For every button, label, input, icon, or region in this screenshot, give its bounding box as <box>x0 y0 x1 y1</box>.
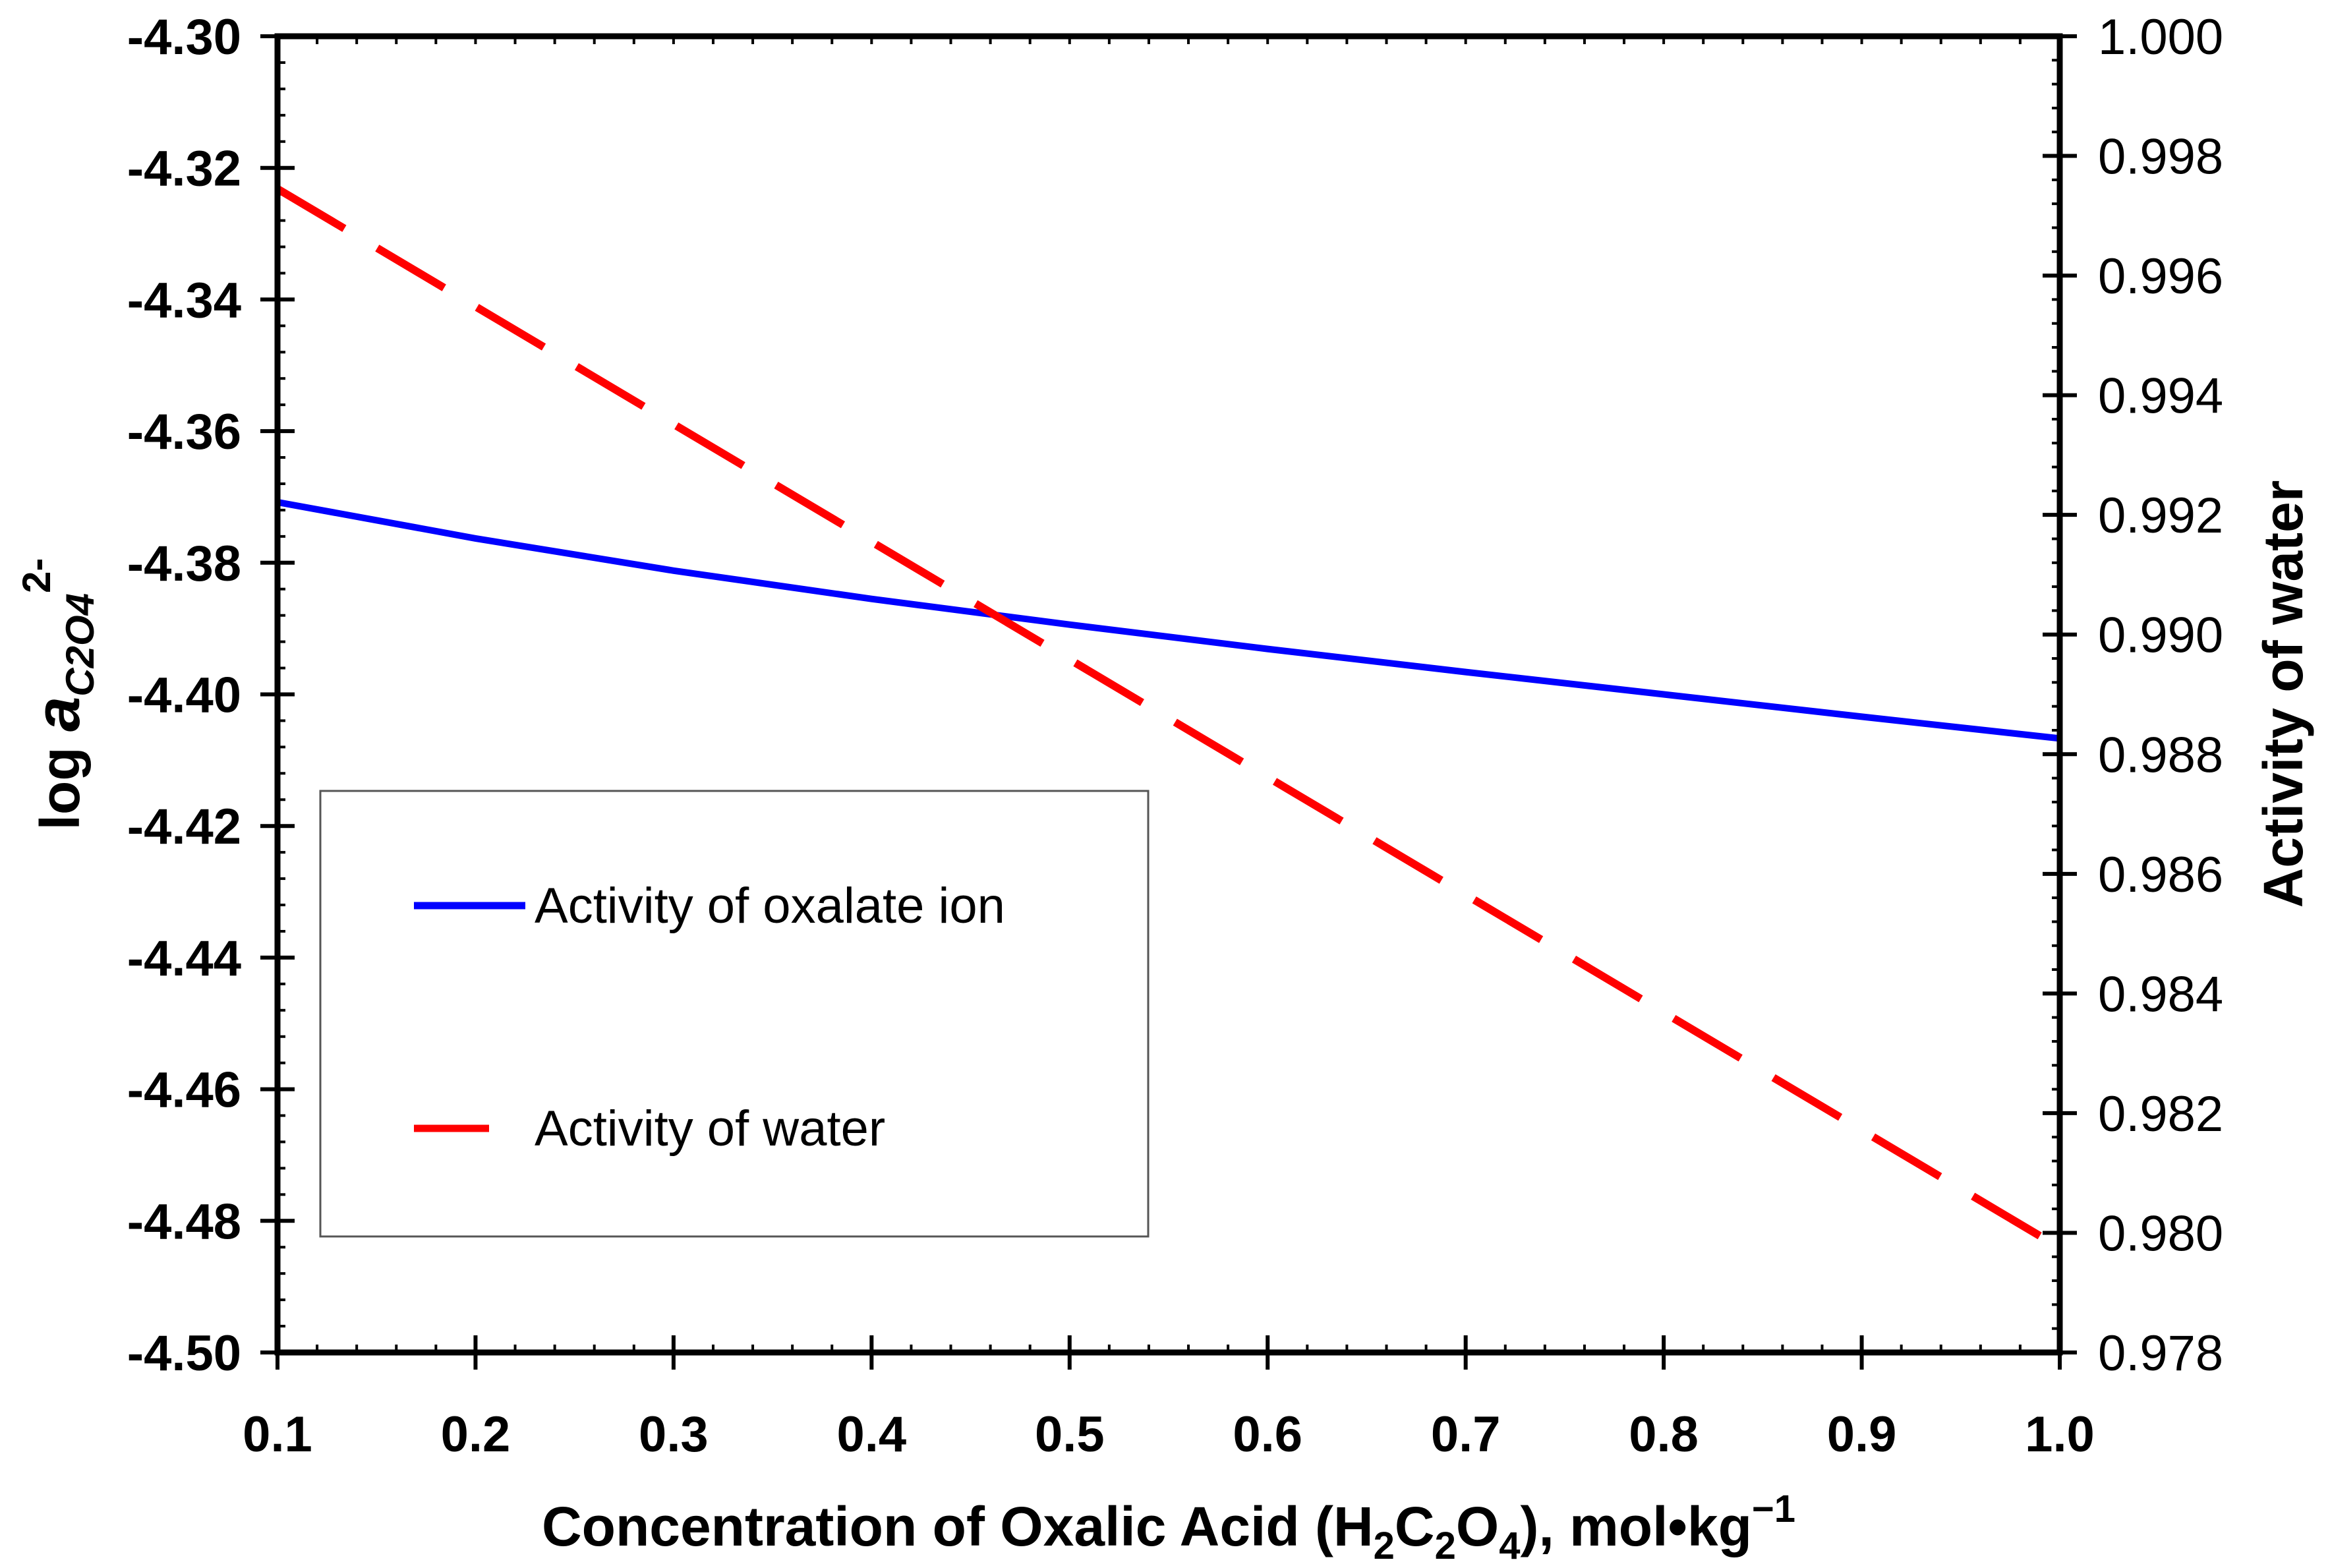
series-line-oxalate <box>277 498 2060 742</box>
y-axis-left-title-sup: 2- <box>15 558 59 593</box>
legend-label-water: Activity of water <box>535 1101 885 1157</box>
y-right-tick-label: 0.988 <box>2098 727 2223 783</box>
y-right-tick-label: 0.984 <box>2098 966 2223 1022</box>
x-axis-title-sup: −1 <box>1752 1488 1795 1530</box>
series-layer <box>275 185 2062 1252</box>
x-tick-label: 0.2 <box>441 1407 511 1463</box>
y-right-tick-label: 0.994 <box>2098 368 2223 424</box>
y-right-tick-label: 0.992 <box>2098 488 2223 544</box>
x-tick-label: 0.4 <box>837 1407 907 1463</box>
y-right-tick-label: 0.996 <box>2098 248 2223 305</box>
y-left-tick-label: -4.30 <box>127 9 241 65</box>
x-tick-label: 0.6 <box>1233 1407 1302 1463</box>
legend: Activity of oxalate ion Activity of wate… <box>319 790 1150 1238</box>
y-right-tick-label: 0.978 <box>2098 1325 2223 1381</box>
x-tick-label: 0.1 <box>243 1407 312 1463</box>
x-axis-title-c: C <box>1395 1495 1435 1557</box>
y-axis-left-title-sub: C2O4 <box>58 593 102 697</box>
y-right-tick-label: 0.990 <box>2098 608 2223 664</box>
x-tick-label: 0.9 <box>1827 1407 1897 1463</box>
y-right-tick-label: 0.980 <box>2098 1205 2223 1262</box>
x-axis-title-sub-c: 2 <box>1435 1524 1456 1567</box>
legend-label-oxalate: Activity of oxalate ion <box>535 878 1005 934</box>
x-tick-label: 0.3 <box>639 1407 709 1463</box>
y-left-tick-label: -4.34 <box>127 272 241 328</box>
y-right-tick-label: 0.982 <box>2098 1086 2223 1142</box>
x-axis-title: Concentration of Oxalic Acid (H2C2O4), m… <box>542 1488 1795 1567</box>
y-left-tick-label: -4.50 <box>127 1325 241 1381</box>
y-left-tick-label: -4.42 <box>127 799 241 855</box>
x-axis-title-sub-o: 4 <box>1499 1524 1520 1567</box>
y-right-tick-label: 1.000 <box>2098 9 2223 65</box>
y-right-tick-label: 0.998 <box>2098 129 2223 185</box>
y-left-tick-label: -4.44 <box>127 931 241 987</box>
y-left-tick-label: -4.36 <box>127 404 241 460</box>
tick-labels-layer: 0.1 0.2 0.3 0.4 0.5 0.6 0.7 0.8 0.9 1.0 -4.30 -4.32… <box>127 9 2223 1463</box>
x-axis-title-main: Concentration of Oxalic Acid (H <box>542 1495 1374 1557</box>
y-axis-left-title-a: a <box>22 697 93 732</box>
y-left-tick-label: -4.40 <box>127 668 241 724</box>
x-axis-title-sub-h: 2 <box>1374 1524 1395 1567</box>
x-axis-title-tail: ), mol•kg <box>1520 1495 1751 1557</box>
y-axis-left-title-prefix: log <box>29 732 91 830</box>
y-left-tick-label: -4.48 <box>127 1194 241 1250</box>
y-left-tick-label: -4.32 <box>127 141 241 197</box>
y-left-tick-label: -4.38 <box>127 536 241 592</box>
x-axis-title-o: O <box>1456 1495 1499 1557</box>
x-tick-label: 0.7 <box>1431 1407 1501 1463</box>
y-right-tick-label: 0.986 <box>2098 847 2223 903</box>
x-tick-label: 0.5 <box>1035 1407 1105 1463</box>
plot-frame <box>274 33 2063 1356</box>
y-axis-left-title: log aC2O42- <box>15 558 102 830</box>
legend-box <box>319 790 1150 1238</box>
x-tick-label: 0.8 <box>1629 1407 1699 1463</box>
y-left-tick-label: -4.46 <box>127 1062 241 1118</box>
x-tick-label: 1.0 <box>2025 1407 2095 1463</box>
y-axis-right-title: Activity of water <box>2252 480 2314 908</box>
